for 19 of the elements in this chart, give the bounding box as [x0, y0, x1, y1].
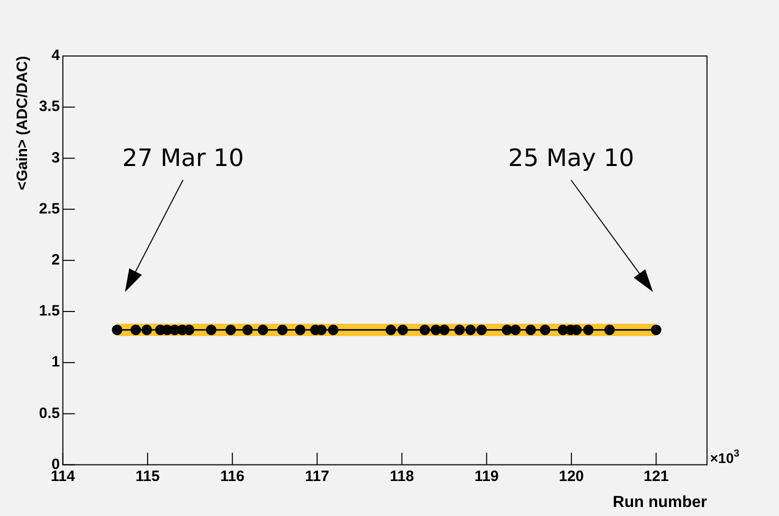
y-tick-label: 1 — [52, 354, 60, 371]
annotation: 25 May 10 — [508, 144, 634, 172]
y-tick-label: 3.5 — [38, 98, 60, 116]
y-tick-label: 4 — [52, 47, 61, 64]
x-tick-label: 120 — [558, 468, 584, 485]
x-tick-label: 115 — [136, 468, 160, 485]
y-tick-label: 3 — [52, 149, 60, 166]
y-tick-label: 1.5 — [38, 302, 60, 320]
annotation: 27 Mar 10 — [122, 144, 244, 172]
x-tick-label: 121 — [644, 468, 669, 485]
x-tick-label: 117 — [305, 468, 330, 485]
x-tick-label: 118 — [390, 468, 414, 485]
y-tick-label: 2 — [52, 252, 60, 269]
y-axis-title: <Gain> (ADC/DAC) — [14, 56, 32, 190]
x-tick-label: 116 — [220, 468, 244, 485]
x-tick-label: 119 — [474, 468, 499, 485]
x-axis-title: Run number — [612, 494, 707, 511]
y-tick-label: 0.5 — [38, 404, 60, 422]
y-tick-label: 2.5 — [38, 200, 60, 218]
